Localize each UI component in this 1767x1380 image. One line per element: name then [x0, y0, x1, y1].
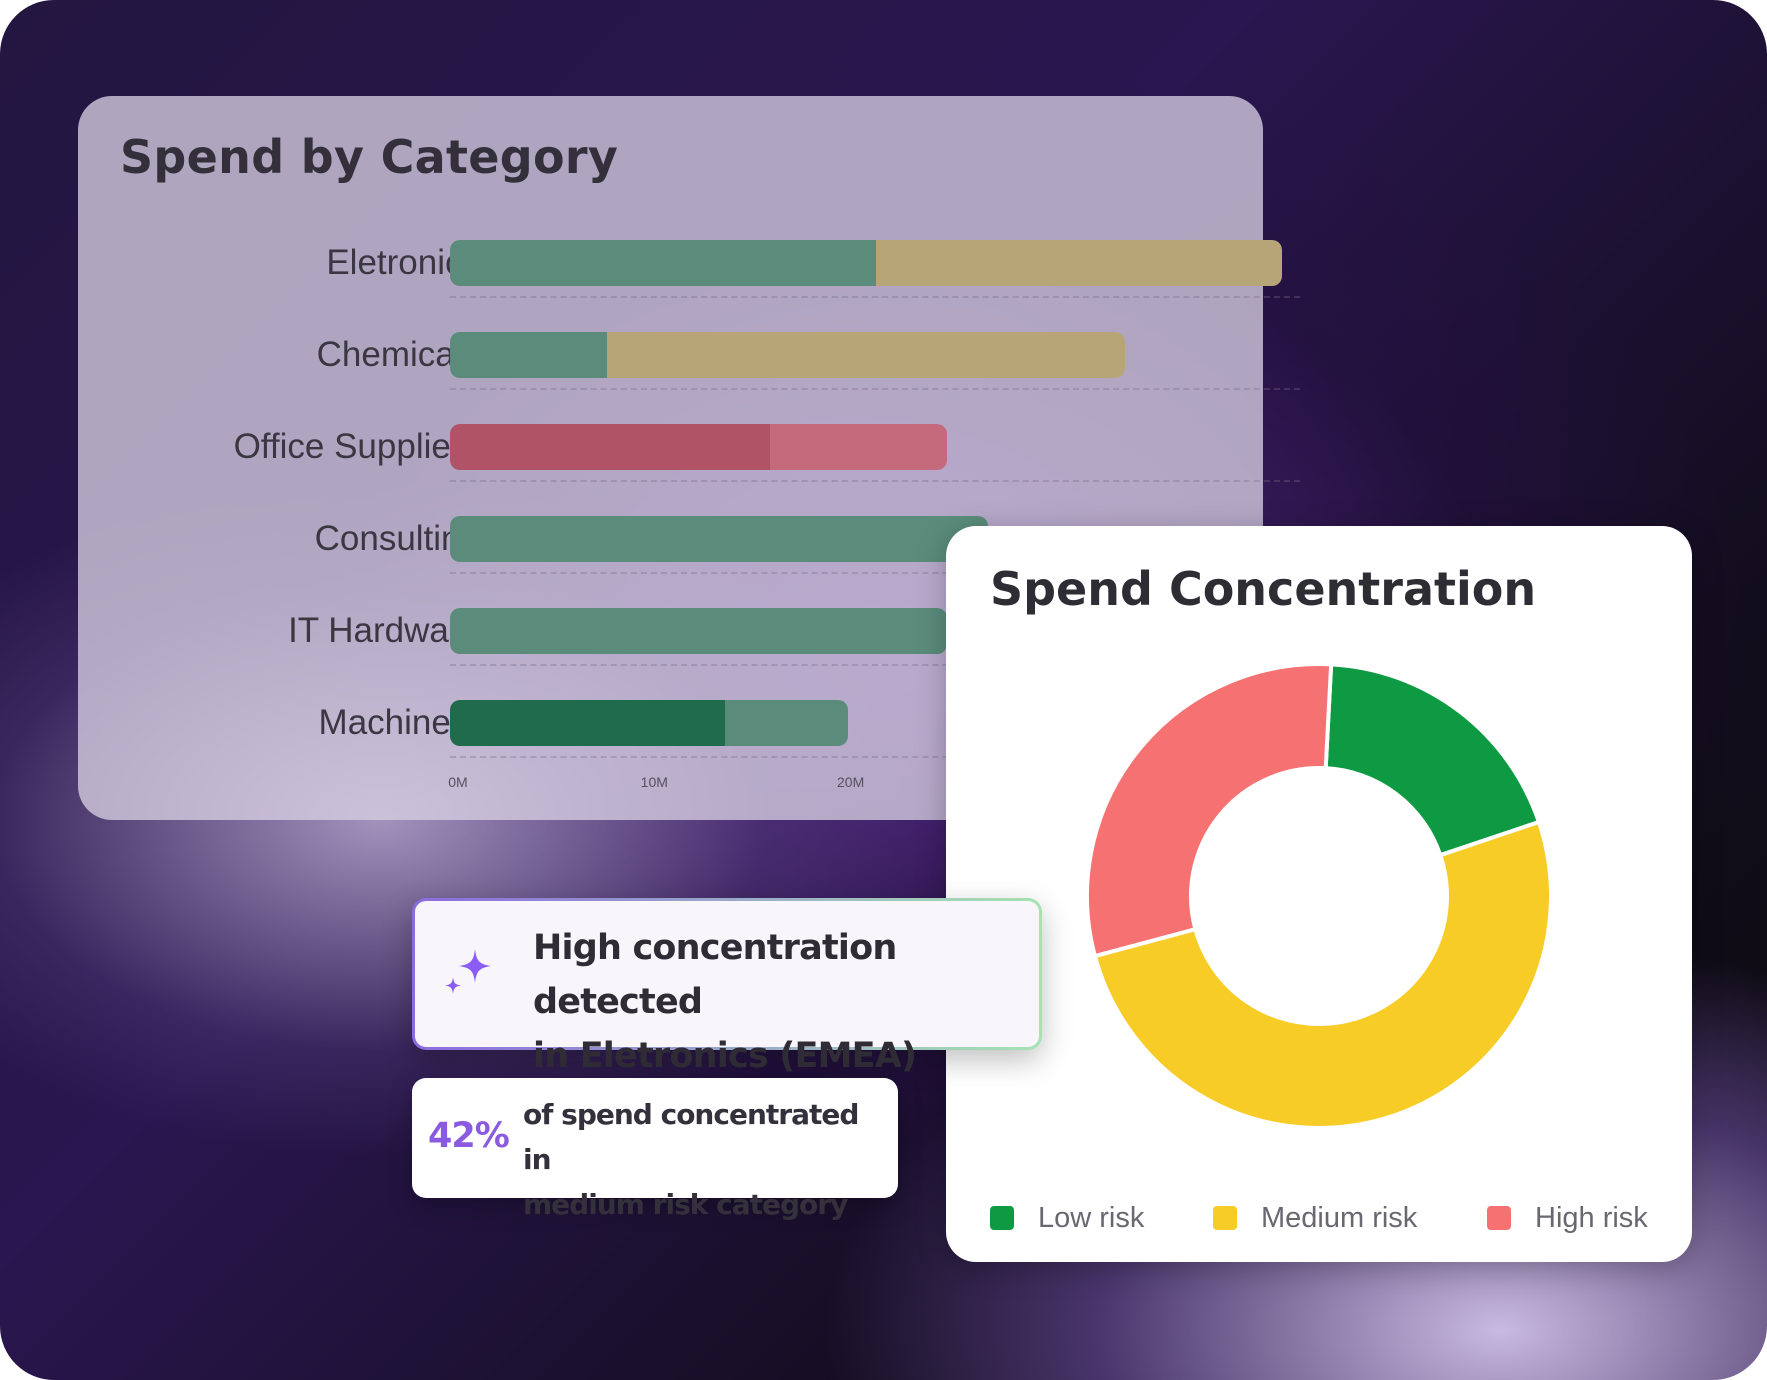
stat-callout: 42% of spend concentrated in medium risk… [412, 1078, 898, 1221]
bar-segment [450, 516, 988, 562]
insight-line-1: High concentration detected [533, 928, 897, 1022]
stat-line-2: medium risk category [523, 1188, 848, 1221]
bar [450, 700, 849, 746]
insight-line-2: in Eletronics (EMEA) [533, 1036, 917, 1076]
bar-row-it-hardware: IT Hardware [78, 608, 1263, 654]
category-label: IT Hardware [288, 611, 480, 650]
bar [450, 240, 1283, 286]
legend-item: Medium risk [1213, 1200, 1417, 1236]
bar-row-office-suppliers: Office Suppliers [78, 424, 1263, 470]
insight-text: High concentration detected in Eletronic… [533, 921, 1033, 1083]
bar-segment [450, 700, 725, 746]
bar [450, 332, 1126, 378]
sparkle-icon [445, 949, 491, 994]
gridline [450, 388, 1300, 390]
stat-text: of spend concentrated in medium risk cat… [523, 1092, 893, 1227]
legend-item: High risk [1487, 1200, 1648, 1236]
gridline [450, 756, 1300, 758]
stat-value: 42% [428, 1116, 510, 1156]
gridline [450, 572, 1300, 574]
gridline [450, 664, 1300, 666]
bar-segment [450, 424, 770, 470]
donut-chart [1085, 662, 1553, 1130]
legend-label: High risk [1535, 1201, 1648, 1234]
spend-by-category-title: Spend by Category [120, 130, 619, 184]
bar [450, 424, 947, 470]
bar-segment [875, 240, 1283, 286]
bar [450, 516, 988, 562]
legend-label: Medium risk [1261, 1201, 1418, 1234]
bar-segment [450, 608, 947, 654]
bar-row-chemicals: Chemicals [78, 332, 1263, 378]
donut-slice-low-risk [1323, 662, 1542, 858]
bar [450, 608, 947, 654]
legend-swatch [1213, 1206, 1237, 1230]
bar-segment [450, 332, 608, 378]
legend-swatch [1487, 1206, 1511, 1230]
insight-callout: High concentration detected in Eletronic… [412, 898, 1042, 1076]
legend-label: Low risk [1038, 1201, 1145, 1234]
x-tick-label: 10M [640, 774, 668, 790]
bar-row-consulting: Consulting [78, 516, 1263, 562]
spend-concentration-card: Spend Concentration Low risk Medium risk H… [946, 526, 1692, 1262]
bar-row-eletronics: Eletronics [78, 240, 1283, 286]
bar-segment [724, 700, 849, 746]
legend-item: Low risk [990, 1200, 1144, 1236]
donut-slice-high-risk [1085, 662, 1334, 959]
gridline [450, 480, 1300, 482]
stat-line-1: of spend concentrated in [523, 1098, 859, 1176]
bar-segment [607, 332, 1126, 378]
legend-swatch [990, 1206, 1014, 1230]
bar-segment [769, 424, 947, 470]
spend-concentration-title: Spend Concentration [990, 562, 1537, 616]
bar-segment [450, 240, 876, 286]
bar-row-machinery: Machinery [78, 700, 1263, 746]
donut-slice-medium-risk [1092, 819, 1553, 1130]
category-label: Office Suppliers [233, 427, 480, 466]
x-tick-label: 20M [836, 774, 865, 790]
spend-by-category-card: Spend by Category Eletronics Chemicals Off… [78, 96, 1300, 820]
x-tick-label: 0M [448, 774, 468, 790]
gridline [450, 296, 1300, 298]
